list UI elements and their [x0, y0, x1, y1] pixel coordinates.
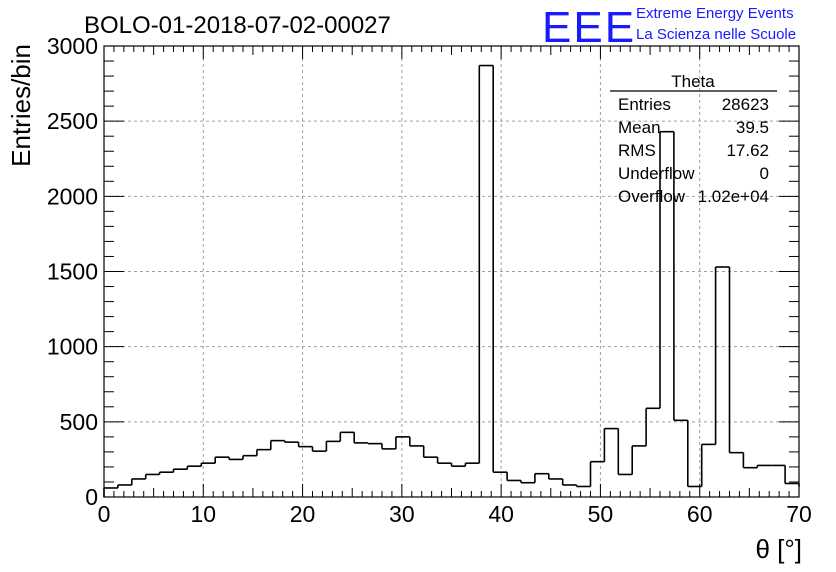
stats-row-value: 39.5: [736, 118, 769, 137]
y-tick-label: 2000: [47, 183, 98, 209]
histogram-series: [103, 64, 800, 497]
x-tick-label: 40: [488, 501, 514, 527]
x-tick-label: 30: [389, 501, 415, 527]
y-tick-labels: 0 500 1000 1500 2000 2500 3000: [47, 33, 98, 510]
y-tick-label: 500: [60, 409, 98, 435]
y-tick-label: 3000: [47, 33, 98, 59]
x-tick-label: 0: [98, 501, 111, 527]
stats-title: Theta: [671, 72, 715, 91]
stats-row-value: 17.62: [726, 141, 769, 160]
x-tick-label: 60: [687, 501, 713, 527]
stats-row-label: Underflow: [618, 164, 695, 183]
y-axis-title: Entries/bin: [6, 44, 36, 167]
logo-line-2: La Scienza nelle Scuole: [636, 26, 796, 43]
stats-row-label: RMS: [618, 141, 656, 160]
x-tick-label: 70: [786, 501, 812, 527]
logo-letters: EEE: [542, 3, 636, 52]
stats-rows: Entries 28623 Mean 39.5 RMS 17.62 Underflow 0 Ov…: [618, 95, 769, 206]
stats-row-value: 28623: [722, 95, 769, 114]
y-tick-label: 2500: [47, 108, 98, 134]
x-tick-labels: 0 10 20 30 40 50 60 70: [98, 501, 812, 527]
stats-row-label: Entries: [618, 95, 671, 114]
x-axis-title: θ [°]: [755, 534, 802, 564]
y-tick-label: 1000: [47, 334, 98, 360]
x-tick-label: 20: [290, 501, 316, 527]
stats-row-value: 1.02e+04: [698, 187, 769, 206]
y-tick-label: 0: [85, 484, 98, 510]
y-tick-label: 1500: [47, 259, 98, 285]
x-tick-label: 50: [588, 501, 614, 527]
axis-ticks: [103, 45, 800, 498]
stats-row-label: Mean: [618, 118, 661, 137]
stats-row-label: Overflow: [618, 187, 686, 206]
stats-row-value: 0: [760, 164, 769, 183]
eee-logo: EEE Extreme Energy Events La Scienza nel…: [542, 3, 796, 52]
chart-title: BOLO-01-2018-07-02-00027: [84, 12, 391, 39]
stats-box: Theta Entries 28623 Mean 39.5 RMS 17.62 Underf…: [610, 72, 777, 206]
logo-line-1: Extreme Energy Events: [636, 5, 794, 22]
grid-lines: [104, 46, 799, 497]
x-tick-label: 10: [190, 501, 216, 527]
